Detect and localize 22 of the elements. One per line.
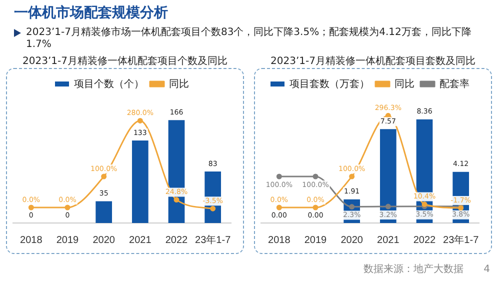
x-tick-label: 2020: [92, 234, 116, 246]
legend-label: 同比: [169, 78, 189, 90]
x-tick-label: 2018: [268, 234, 291, 246]
x-tick-label: 2020: [340, 234, 364, 246]
legend-label: 配套率: [440, 78, 470, 90]
text: 2023’1-7月精装修市场一体机配套项目个数83个，同比下降3.5%；配套规模为4.12万套，同比下降1.7%: [26, 27, 472, 51]
x-tick-label: 2018: [20, 234, 43, 246]
text: 数据来源：地产大数据 4: [364, 264, 490, 275]
x-tick-label: 2022: [413, 234, 436, 246]
legend-label: 项目个数（个）: [74, 78, 144, 90]
chart-title: 2023’1-7月精装修一体机配套项目个数及同比: [22, 54, 228, 68]
chart-title: 2023’1-7月精装修一体机配套项目套数及同比: [270, 54, 476, 68]
legend-label: 项目套数（万套）: [290, 78, 370, 90]
x-tick-label: 2021: [377, 234, 400, 246]
x-tick-label: 23年1-7: [195, 234, 232, 246]
x-tick-label: 2022: [165, 234, 188, 246]
legend-label: 同比: [394, 78, 414, 90]
text: 一体机市场配套规模分析: [14, 4, 168, 22]
x-tick-label: 23年1-7: [443, 234, 480, 246]
x-tick-label: 2019: [56, 234, 80, 246]
x-tick-label: 2021: [129, 234, 152, 246]
x-tick-label: 2019: [304, 234, 328, 246]
